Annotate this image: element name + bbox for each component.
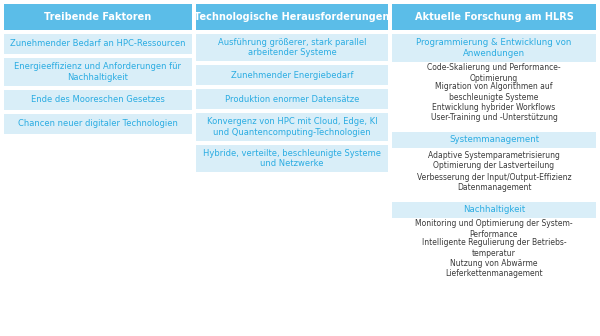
Bar [4, 4, 192, 30]
Bar [196, 145, 388, 172]
Text: Energieeffizienz und Anforderungen für
Nachhaltigkeit: Energieeffizienz und Anforderungen für N… [14, 62, 182, 82]
Bar [4, 90, 192, 110]
Text: Code-Skalierung und Performance-
Optimierung: Code-Skalierung und Performance- Optimie… [427, 63, 561, 83]
Text: Lieferkettenmanagement: Lieferkettenmanagement [445, 269, 543, 279]
Bar [392, 132, 596, 148]
Text: Optimierung der Lastverteilung: Optimierung der Lastverteilung [433, 162, 554, 170]
Bar [4, 34, 192, 54]
Text: Verbesserung der Input/Output-Effizienz: Verbesserung der Input/Output-Effizienz [416, 172, 571, 181]
Bar [392, 34, 596, 62]
Bar [392, 202, 596, 218]
Bar [4, 58, 192, 86]
Text: Systemmanagement: Systemmanagement [449, 135, 539, 144]
Text: Intelligente Regulierung der Betriebs-
temperatur: Intelligente Regulierung der Betriebs- t… [422, 238, 566, 258]
Text: Nutzung von Abwärme: Nutzung von Abwärme [450, 258, 538, 267]
Text: Programmierung & Entwicklung von
Anwendungen: Programmierung & Entwicklung von Anwendu… [416, 38, 572, 58]
Text: Adaptive Systemparametrisierung: Adaptive Systemparametrisierung [428, 151, 560, 160]
Bar [196, 89, 388, 109]
Text: Migration von Algorithmen auf
beschleunigte Systeme: Migration von Algorithmen auf beschleuni… [435, 82, 553, 102]
Bar [196, 34, 388, 61]
Text: Technologische Herausforderungen: Technologische Herausforderungen [194, 12, 389, 22]
Text: Treibende Faktoren: Treibende Faktoren [44, 12, 152, 22]
Bar [196, 113, 388, 141]
Text: Aktuelle Forschung am HLRS: Aktuelle Forschung am HLRS [415, 12, 574, 22]
Bar [392, 4, 596, 30]
Text: Produktion enormer Datensätze: Produktion enormer Datensätze [225, 94, 359, 103]
Text: Entwicklung hybrider Workflows: Entwicklung hybrider Workflows [433, 102, 556, 112]
Text: Hybride, verteilte, beschleunigte Systeme
und Netzwerke: Hybride, verteilte, beschleunigte System… [203, 149, 381, 168]
Text: Nachhaltigkeit: Nachhaltigkeit [463, 206, 525, 214]
Text: Ende des Mooreschen Gesetzes: Ende des Mooreschen Gesetzes [31, 95, 165, 104]
Text: Zunehmender Bedarf an HPC-Ressourcen: Zunehmender Bedarf an HPC-Ressourcen [10, 40, 186, 48]
Text: Monitoring und Optimierung der System-
Performance: Monitoring und Optimierung der System- P… [415, 219, 573, 239]
Bar [196, 65, 388, 85]
Text: User-Training und -Unterstützung: User-Training und -Unterstützung [431, 114, 557, 123]
Bar [4, 114, 192, 134]
Text: Konvergenz von HPC mit Cloud, Edge, KI
und Quantencomputing-Technologien: Konvergenz von HPC mit Cloud, Edge, KI u… [206, 117, 377, 137]
Text: Zunehmender Energiebedarf: Zunehmender Energiebedarf [231, 71, 353, 80]
Text: Chancen neuer digitaler Technologien: Chancen neuer digitaler Technologien [18, 120, 178, 128]
Bar [196, 4, 388, 30]
Text: Datenmanagement: Datenmanagement [457, 183, 531, 193]
Text: Ausführung größerer, stark parallel
arbeitender Systeme: Ausführung größerer, stark parallel arbe… [218, 38, 366, 57]
